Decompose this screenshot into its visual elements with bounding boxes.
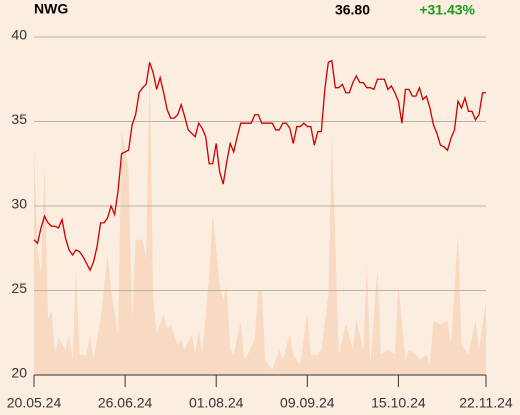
x-tick-label: 01.08.24 [189,395,244,411]
y-tick-label: 20 [11,365,27,381]
y-tick-label: 35 [11,111,27,127]
y-tick-label: 40 [11,27,27,43]
volume-area [34,60,486,375]
y-tick-label: 30 [11,196,27,212]
x-tick-label: 15.10.24 [371,395,426,411]
last-price: 36.80 [335,2,370,18]
ticker: NWG [34,1,68,17]
x-tick-label: 09.09.24 [280,395,335,411]
price-line [33,59,486,272]
x-tick-label: 22.11.24 [459,395,513,411]
change: +31.43% [419,2,475,18]
x-tick-label: 20.05.24 [7,395,62,411]
x-tick-label: 26.06.24 [98,395,153,411]
y-tick-label: 25 [11,280,27,296]
